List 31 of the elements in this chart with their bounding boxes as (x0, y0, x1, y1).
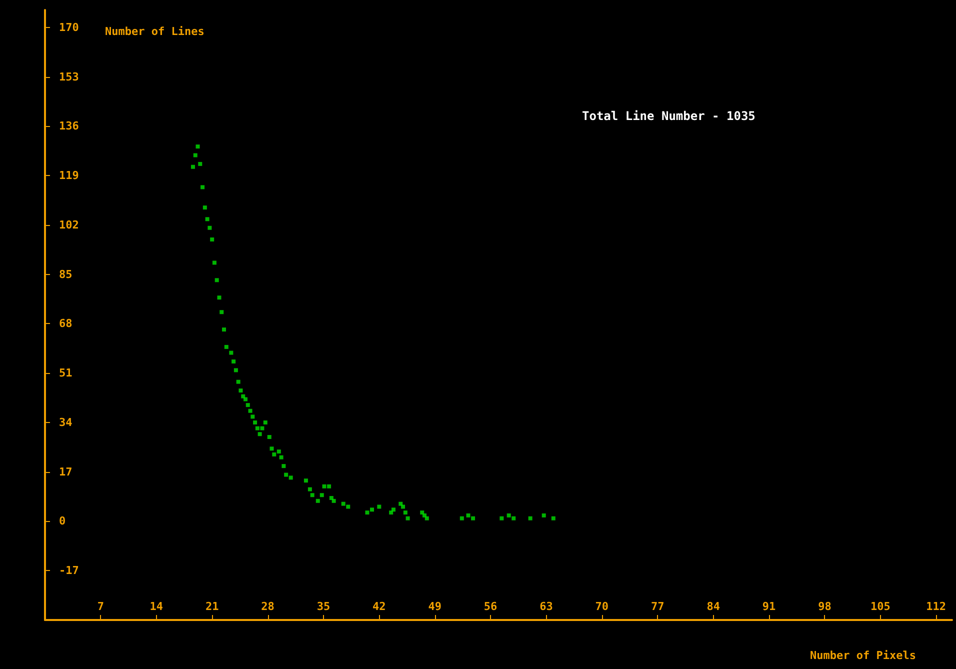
x-tick-label: 35 (316, 600, 330, 613)
y-tick-label: 170 (59, 20, 79, 34)
x-tick-label: 98 (818, 600, 832, 613)
x-tick-label: 7 (97, 600, 104, 613)
x-tick-label: 105 (870, 600, 890, 613)
x-tick-label: 91 (762, 600, 776, 613)
x-tick-label: 28 (261, 600, 274, 613)
annotation: Total Line Number - 1035 (582, 109, 756, 123)
x-tick-label: 14 (150, 600, 164, 613)
x-tick-label: 112 (926, 600, 946, 613)
y-axis-title: Number of Lines (105, 25, 204, 38)
x-tick-label: 21 (205, 600, 220, 613)
y-tick-label: 17 (59, 465, 72, 478)
y-tick-label: 102 (59, 218, 79, 232)
y-tick-label: 51 (59, 366, 73, 380)
y-tick-label: 119 (59, 169, 79, 182)
y-tick-label: 153 (59, 70, 79, 84)
y-tick-label: 85 (59, 268, 72, 281)
y-tick-label: 0 (59, 514, 66, 528)
x-tick-label: 84 (706, 600, 720, 613)
x-axis-title: Number of Pixels (810, 649, 916, 662)
y-tick-label: 136 (59, 120, 80, 133)
x-tick-label: 42 (372, 600, 386, 613)
x-tick-label: 70 (595, 600, 609, 613)
x-tick-label: 56 (484, 600, 498, 613)
y-tick-label: -17 (59, 564, 79, 578)
y-tick-label: 34 (59, 416, 73, 429)
x-tick-label: 77 (651, 600, 664, 613)
y-tick-label: 68 (59, 317, 72, 330)
x-tick-label: 49 (428, 600, 442, 613)
x-tick-label: 63 (540, 600, 553, 613)
